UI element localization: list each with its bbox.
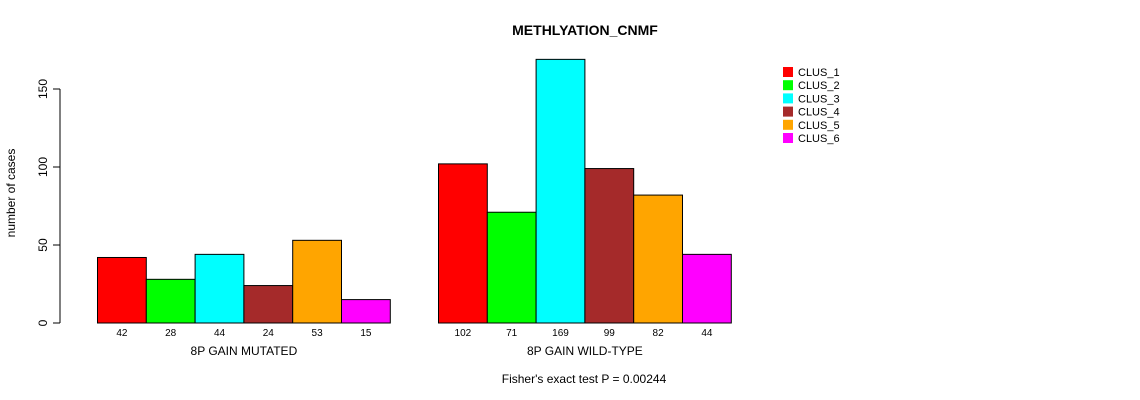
legend-swatch — [783, 119, 793, 130]
bar-count-label: 71 — [506, 328, 518, 339]
legend-swatch — [783, 93, 793, 104]
group-label: 8P GAIN WILD-TYPE — [527, 344, 643, 358]
bar-count-label: 53 — [312, 328, 324, 339]
legend-label: CLUS_5 — [798, 120, 840, 132]
legend-label: CLUS_4 — [798, 107, 840, 119]
y-axis-ticks: 0 50 100 150 — [36, 79, 60, 326]
bar-count-label: 102 — [455, 328, 472, 339]
bar-count-label: 99 — [604, 328, 616, 339]
bar-count-label: 169 — [552, 328, 569, 339]
bar-count-label: 15 — [360, 328, 372, 339]
bar-count-labels: 42 28 44 24 53 15 102 71 169 99 82 44 — [116, 328, 713, 339]
bar-count-label: 44 — [701, 328, 713, 339]
legend-label: CLUS_3 — [798, 93, 840, 105]
bar-clus-6-group-1 — [341, 299, 391, 324]
bar-clus-4-group-1 — [243, 285, 294, 324]
chart-title: METHLYATION_CNMF — [512, 22, 658, 38]
legend-swatch — [783, 67, 793, 77]
legend-swatch — [783, 133, 793, 143]
y-axis-label: number of cases — [4, 149, 18, 238]
bar-count-label: 42 — [116, 328, 128, 339]
legend-swatch — [783, 106, 793, 117]
bar-clus-4-group-2 — [584, 168, 635, 324]
bar-count-label: 44 — [214, 328, 226, 339]
legend-label: CLUS_1 — [798, 67, 840, 79]
y-tick-label: 50 — [36, 238, 50, 252]
bar-clus-5-group-1 — [292, 239, 343, 324]
legend-swatch — [783, 80, 793, 91]
bar-clus-6-group-2 — [682, 253, 732, 324]
legend-label: CLUS_6 — [798, 133, 840, 145]
bar-count-label: 82 — [653, 328, 665, 339]
legend-label: CLUS_2 — [798, 80, 840, 92]
bars — [97, 58, 732, 324]
bar-count-label: 24 — [263, 328, 275, 339]
bar-clus-5-group-2 — [633, 194, 684, 324]
group-labels: 8P GAIN MUTATED 8P GAIN WILD-TYPE — [191, 344, 643, 358]
bar-count-label: 28 — [165, 328, 177, 339]
y-tick-label: 0 — [36, 319, 50, 326]
y-tick-label: 100 — [36, 157, 50, 177]
group-label: 8P GAIN MUTATED — [191, 344, 298, 358]
bar-clus-1-group-2 — [438, 163, 488, 324]
bar-clus-3-group-1 — [194, 253, 245, 324]
bar-clus-2-group-1 — [145, 278, 196, 324]
bar-clus-1-group-1 — [97, 256, 147, 324]
bar-clus-3-group-2 — [535, 58, 586, 324]
bar-clus-2-group-2 — [486, 211, 537, 324]
y-tick-label: 150 — [36, 79, 50, 99]
fisher-test-footnote: Fisher's exact test P = 0.00244 — [502, 372, 667, 386]
